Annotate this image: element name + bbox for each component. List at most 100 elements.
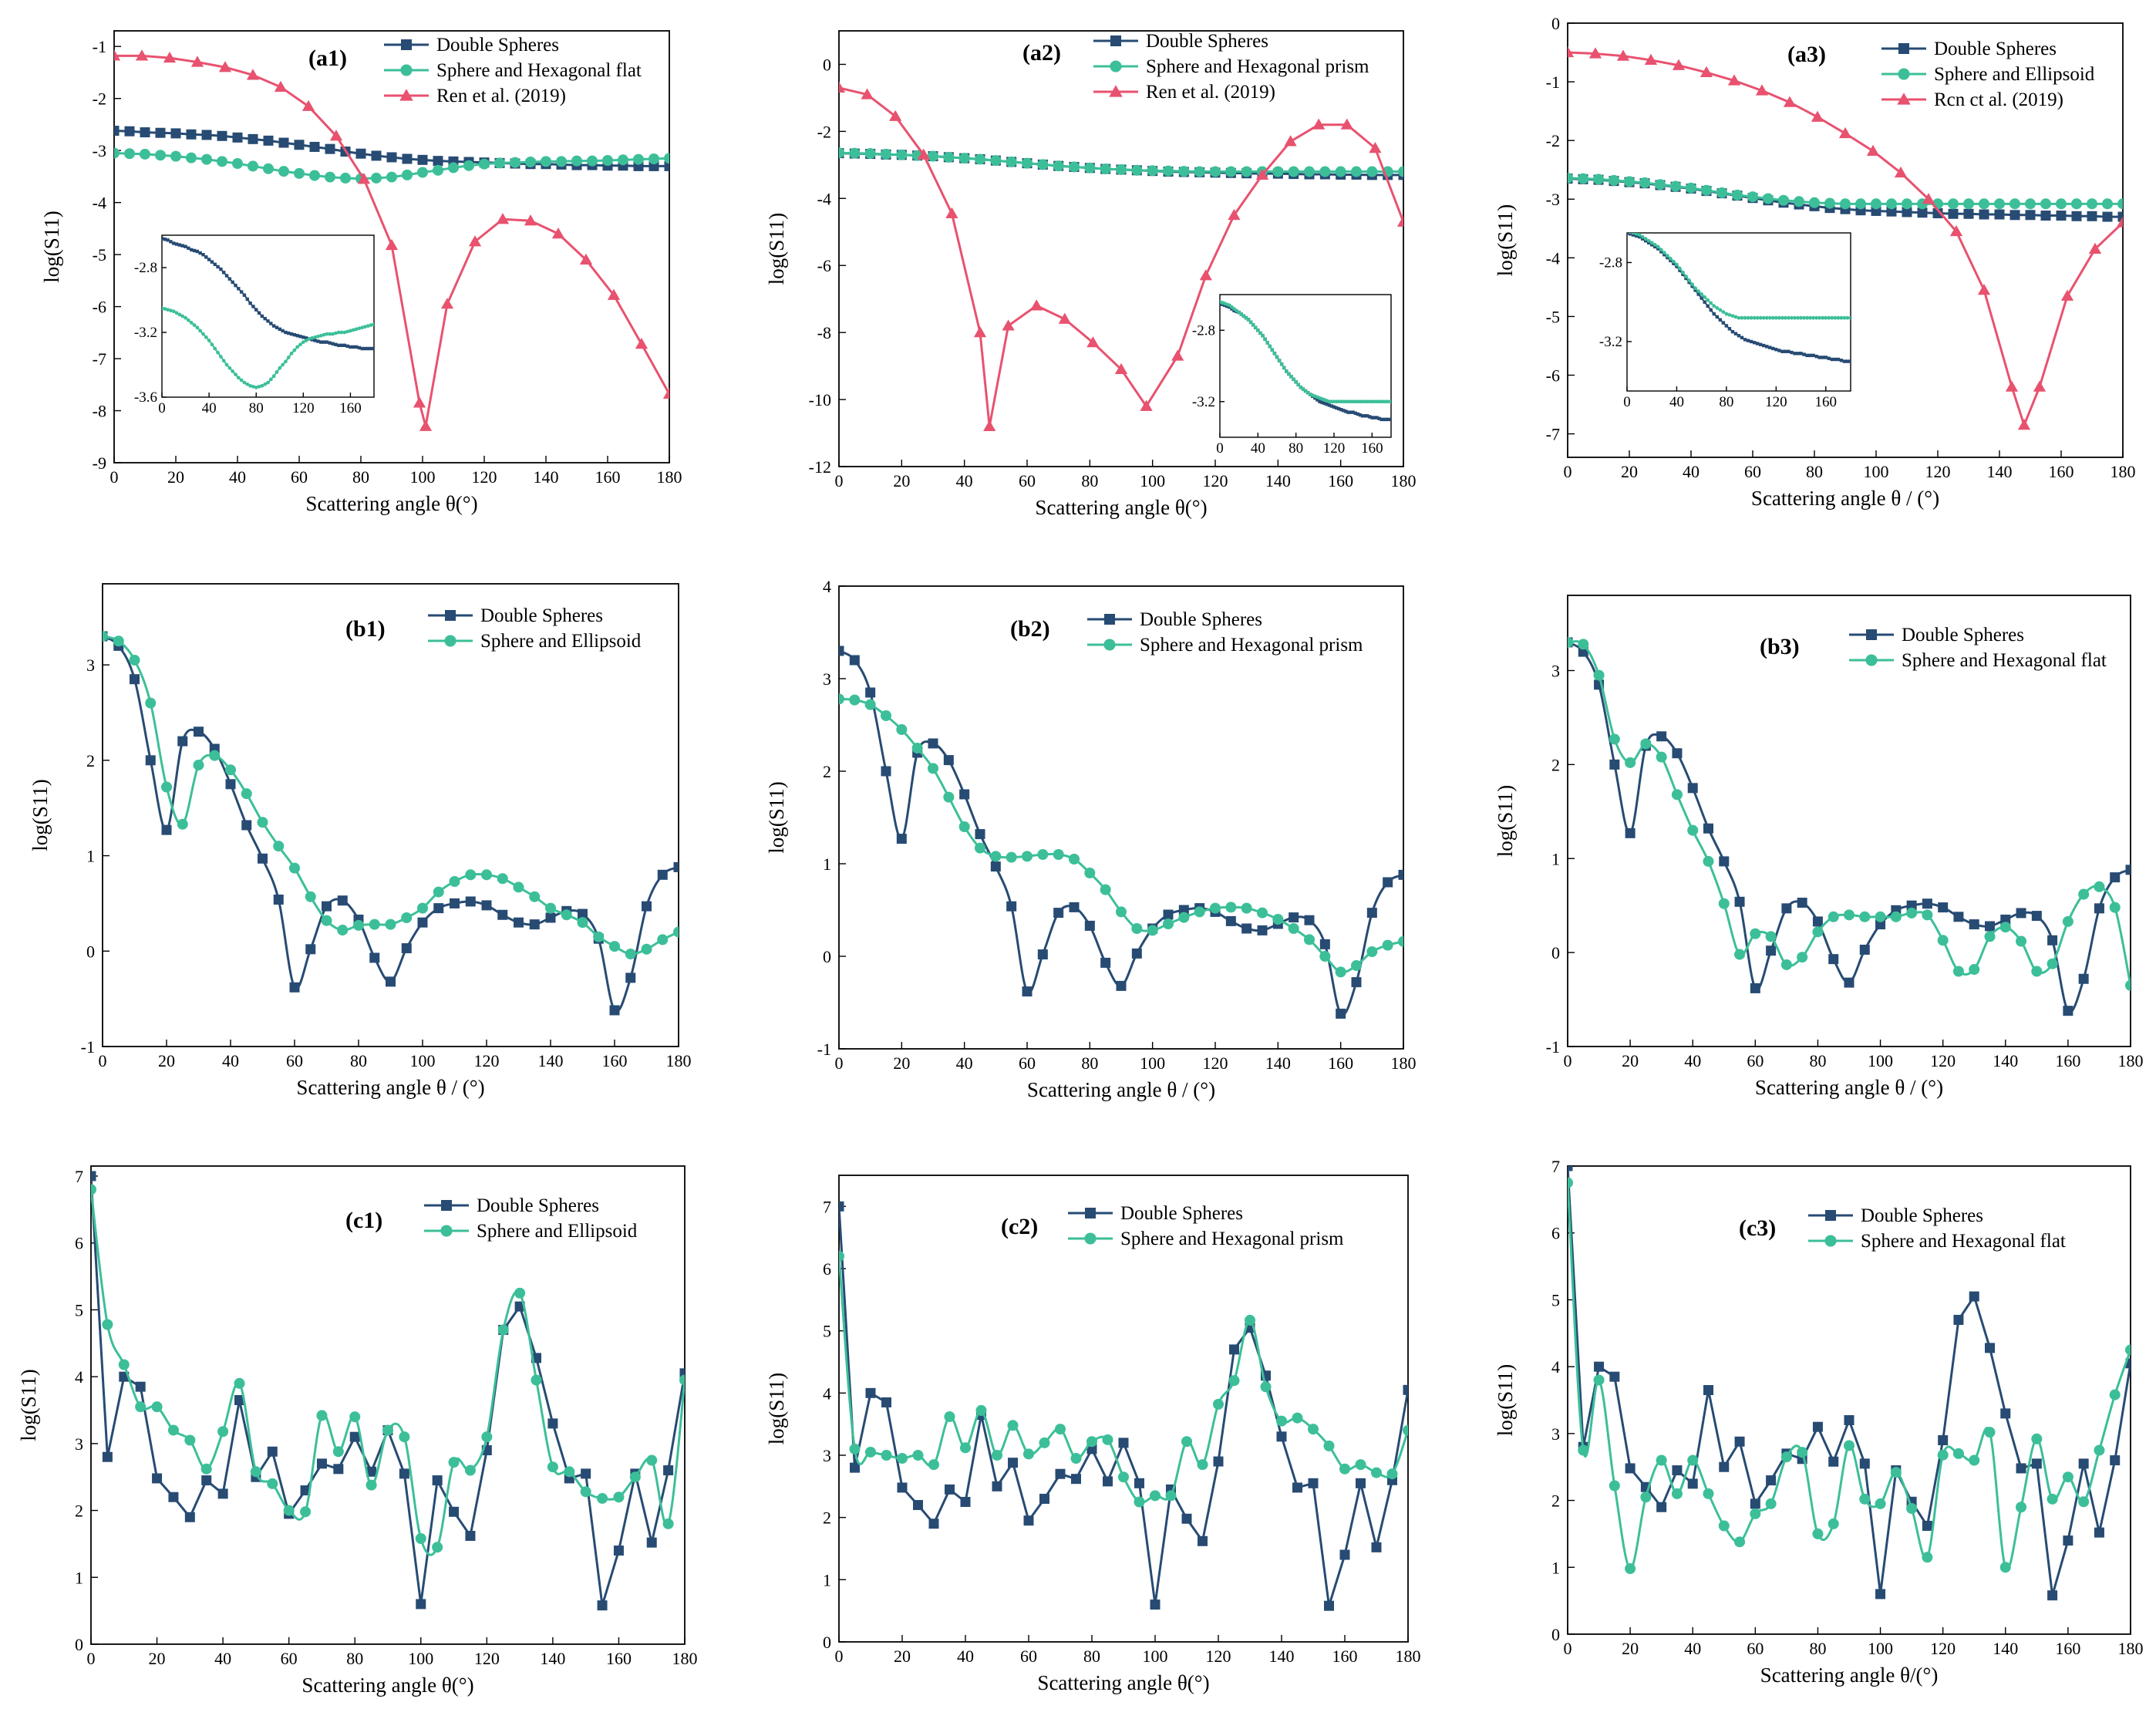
data-point [1578,1444,1589,1456]
data-point [1315,398,1319,402]
data-point [2025,210,2036,221]
data-point [308,170,321,181]
y-tick-label: -4 [1546,248,1560,268]
data-point [292,332,297,337]
data-point [1625,1463,1636,1474]
data-point [625,972,636,983]
data-point [234,372,237,376]
data-point [246,69,260,80]
x-tick-label: 180 [1391,1053,1417,1073]
data-point [1643,237,1648,241]
data-point [263,135,274,146]
data-point [1100,163,1111,175]
data-point [217,1426,229,1438]
data-point [1993,198,2006,210]
legend-label: Sphere and Ellipsoid [1934,64,2095,85]
data-point [417,917,428,928]
x-tick-label: 60 [1019,471,1036,490]
data-point [927,150,939,162]
data-point [1324,1600,1334,1611]
data-point [1241,902,1252,914]
data-point [331,342,335,345]
x-tick-label: 120 [1930,1639,1956,1658]
x-tick-label: 100 [410,467,436,487]
x-tick-label: 60 [1020,1647,1037,1666]
data-point [1134,1496,1145,1508]
data-point [1006,901,1017,912]
data-point [1687,1454,1699,1466]
series-line [114,54,669,428]
data-point [135,1381,146,1392]
data-point [385,918,396,930]
data-point [1787,315,1790,320]
data-point [1055,1468,1066,1479]
series-line [839,1206,1408,1607]
legend-label: Sphere and Hexagonal prism [1146,56,1369,77]
data-point [896,834,907,844]
data-point [1845,359,1850,363]
data-point [1366,908,1377,918]
data-point [1721,321,1726,325]
data-point [1054,1424,1066,1435]
data-point [1755,315,1760,320]
y-tick-label: 5 [1551,1290,1560,1309]
data-point [1350,959,1363,972]
y-tick-label: -2 [1546,131,1560,150]
data-point [1962,198,1975,210]
data-point [927,763,939,774]
data-point [357,173,371,184]
data-point [304,339,308,342]
data-point [224,274,229,278]
data-point [304,336,308,340]
data-point [321,915,332,926]
data-point [1671,789,1683,801]
data-point [2040,211,2051,221]
x-axis-title: Scattering angle θ / (°) [1755,1076,1943,1099]
data-point [1370,416,1374,420]
y-tick-label: -4 [817,189,831,208]
series-second [839,147,1403,177]
y-tick-label: 2 [823,1508,831,1528]
data-point [1675,262,1679,267]
data-point [2040,198,2052,210]
data-point [322,340,326,344]
data-point [329,130,343,141]
data-point [1812,916,1823,927]
data-point [1355,1459,1366,1471]
data-point [1812,926,1824,938]
data-point [1793,315,1797,320]
data-point [613,1545,624,1556]
inset-frame [1626,232,1851,392]
data-point [1761,315,1766,320]
data-point [1662,252,1666,257]
data-point [1937,1449,1949,1461]
data-point [991,1449,1003,1461]
data-point [1270,348,1275,352]
inset-series [162,306,374,389]
data-point [1616,49,1630,61]
data-point [305,891,316,902]
data-point [1644,53,1658,66]
legend-label: Sphere and Hexagonal flat [1902,650,2107,671]
data-point [123,148,136,160]
y-tick-label: -8 [817,323,831,342]
data-point [200,1463,212,1475]
data-point [1282,366,1286,370]
data-point [617,154,629,166]
data-point [322,901,332,912]
legend-label: Double Spheres [1861,1205,1983,1226]
data-point [234,1394,244,1405]
x-tick-label: 100 [1140,1053,1165,1073]
data-point [1922,898,1932,909]
data-point [1117,1471,1130,1483]
legend-marker [1898,43,1909,54]
data-point [1118,1438,1129,1448]
data-point [1902,207,1912,217]
data-point [145,755,156,766]
data-point [349,1411,361,1423]
data-point [1634,234,1639,238]
data-point [547,1461,558,1473]
data-point [262,163,275,174]
x-tick-label: 0 [99,1051,107,1070]
y-tick-label: -5 [93,245,106,265]
